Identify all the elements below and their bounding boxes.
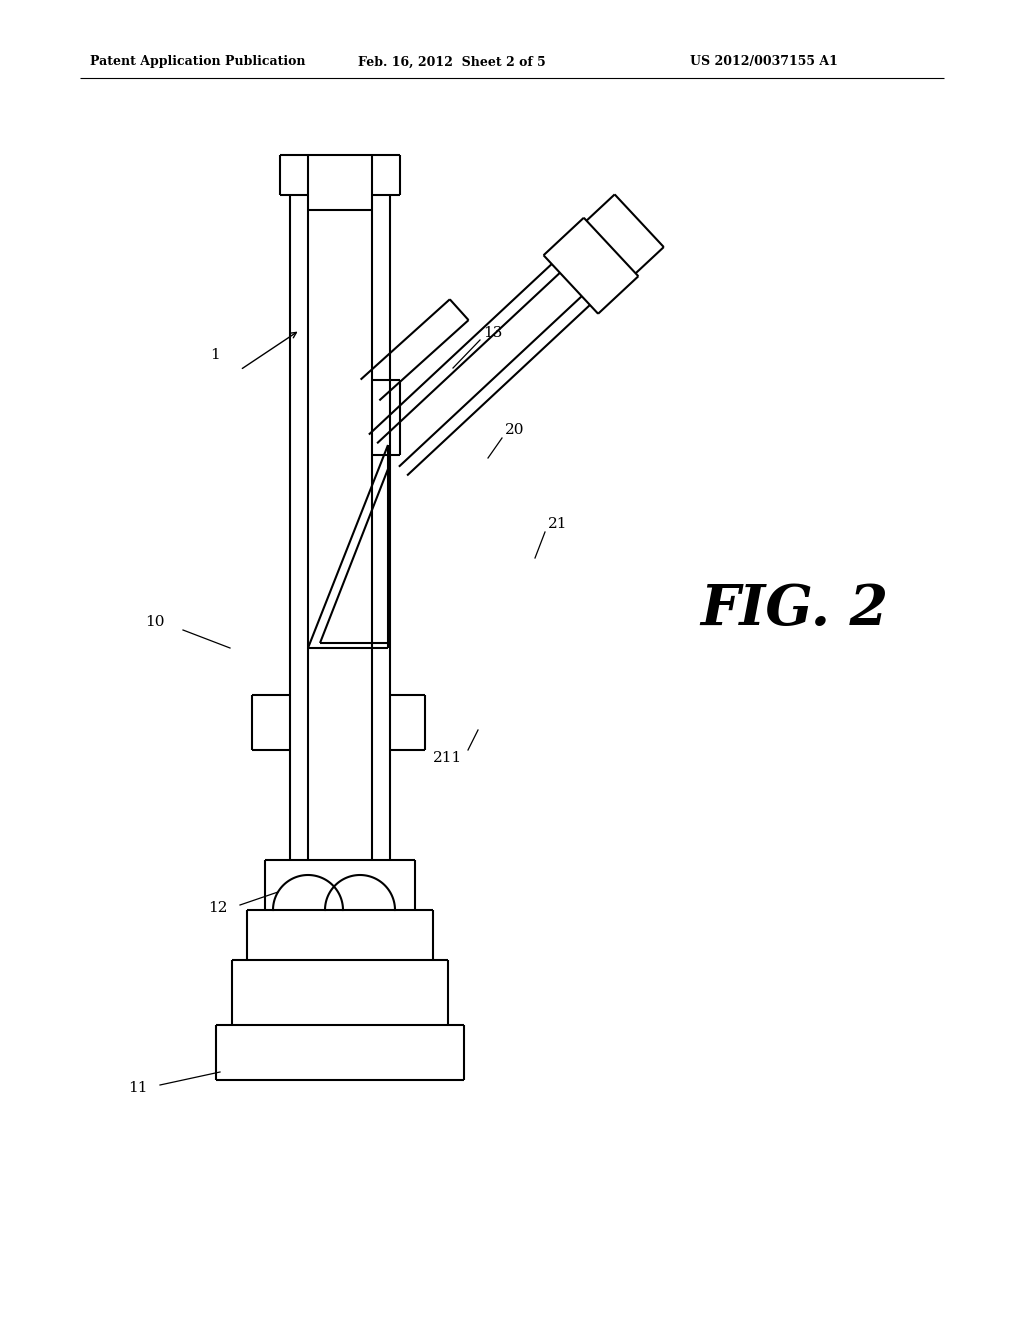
Text: 21: 21 bbox=[548, 517, 567, 531]
Text: 12: 12 bbox=[209, 902, 228, 915]
Text: 13: 13 bbox=[483, 326, 503, 341]
Text: Patent Application Publication: Patent Application Publication bbox=[90, 55, 305, 69]
Text: 10: 10 bbox=[145, 615, 165, 630]
Text: 20: 20 bbox=[505, 422, 524, 437]
Text: Feb. 16, 2012  Sheet 2 of 5: Feb. 16, 2012 Sheet 2 of 5 bbox=[358, 55, 546, 69]
Text: FIG. 2: FIG. 2 bbox=[700, 582, 888, 638]
Text: 211: 211 bbox=[433, 751, 462, 766]
Text: 11: 11 bbox=[128, 1081, 148, 1096]
Text: US 2012/0037155 A1: US 2012/0037155 A1 bbox=[690, 55, 838, 69]
Text: 1: 1 bbox=[210, 348, 220, 362]
